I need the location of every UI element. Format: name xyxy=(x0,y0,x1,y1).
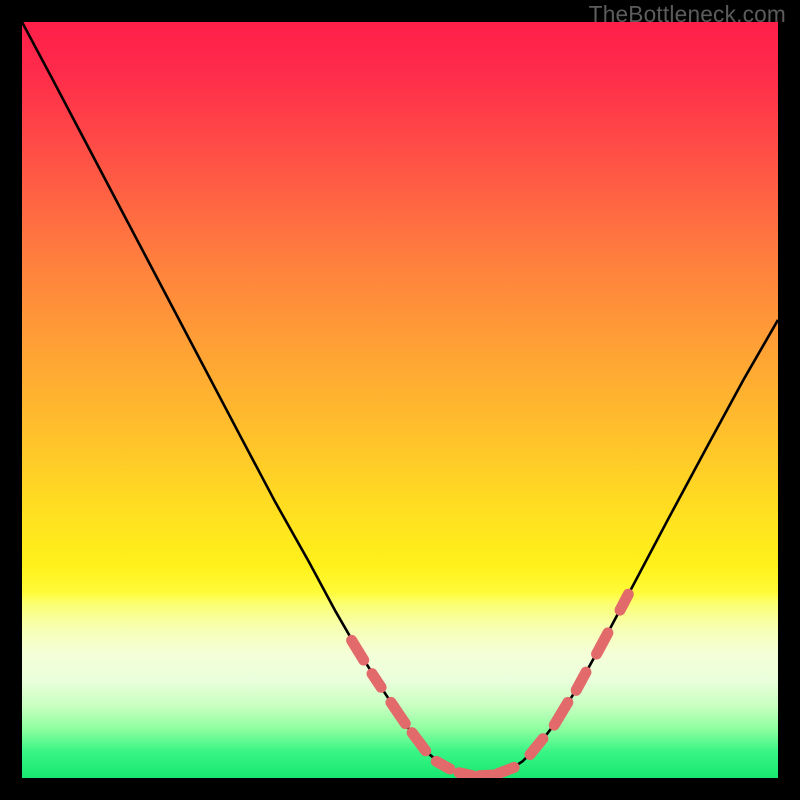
curve-marker xyxy=(479,775,493,776)
curve-marker xyxy=(352,640,364,660)
plot-area xyxy=(22,22,778,778)
curve-marker xyxy=(530,739,543,755)
curve-marker xyxy=(498,767,514,773)
curve-marker xyxy=(597,633,608,654)
curve-line xyxy=(22,22,778,776)
watermark-text: TheBottleneck.com xyxy=(589,1,786,28)
curve-marker xyxy=(554,702,568,725)
curve-marker xyxy=(576,672,586,690)
curve-marker xyxy=(620,594,628,610)
curve-marker xyxy=(436,761,450,769)
curve-marker xyxy=(412,733,426,751)
curve-marker xyxy=(372,674,381,688)
curve-marker xyxy=(391,702,405,723)
curve-marker xyxy=(459,773,473,776)
chart-svg xyxy=(22,22,778,778)
stage: TheBottleneck.com xyxy=(0,0,800,800)
